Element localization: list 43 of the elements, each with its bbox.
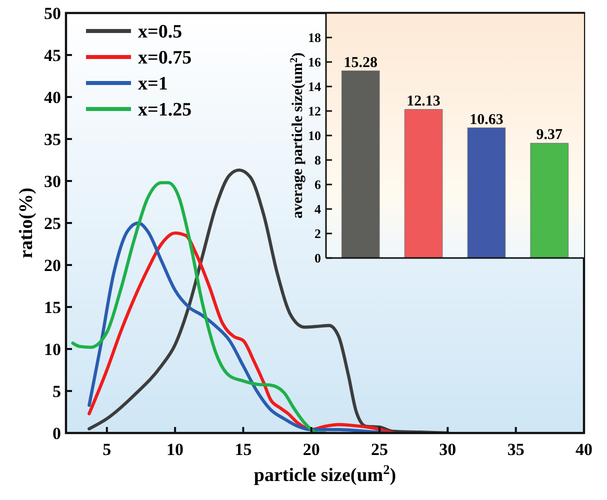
x-tick-label: 5 xyxy=(102,440,112,459)
y-tick-label: 35 xyxy=(44,130,61,149)
x-tick-label: 30 xyxy=(439,440,456,459)
legend-label: x=0.5 xyxy=(138,22,182,43)
x-tick-label: 35 xyxy=(507,440,524,459)
y-tick-label: 15 xyxy=(44,298,61,317)
y-axis-title: ratio(%) xyxy=(16,188,37,258)
y-tick-label: 0 xyxy=(52,424,61,443)
y-tick-label: 50 xyxy=(44,4,61,23)
y-tick-label: 25 xyxy=(44,214,61,233)
legend-label: x=1.25 xyxy=(138,100,192,121)
x-tick-label: 15 xyxy=(234,440,252,459)
y-tick-label: 16 xyxy=(308,54,322,70)
data-label: 10.63 xyxy=(470,112,504,128)
y-tick-label: 40 xyxy=(44,88,61,107)
y-tick-label: 2 xyxy=(314,226,321,242)
bar xyxy=(341,70,380,258)
y-tick-label: 30 xyxy=(44,172,61,191)
y-tick-label: 5 xyxy=(52,382,61,401)
data-label: 12.13 xyxy=(406,93,440,110)
x-axis-title: particle size(um$^{2}$) xyxy=(254,462,396,486)
y-tick-label: 8 xyxy=(314,152,322,168)
y-tick-label: 45 xyxy=(44,46,61,65)
y-tick-label: 6 xyxy=(314,177,322,192)
y-tick-label: 20 xyxy=(44,256,61,275)
y-tick-label: 0 xyxy=(314,250,321,266)
line-series xyxy=(88,168,450,433)
y-tick-label: 10 xyxy=(308,128,321,144)
y-tick-label: 12 xyxy=(308,104,321,119)
bar xyxy=(530,142,569,258)
x-tick-label: 25 xyxy=(371,440,388,459)
x-tick-label: 40 xyxy=(576,440,592,459)
y-tick-label: 14 xyxy=(308,79,322,94)
legend-label: x=1 xyxy=(138,74,168,95)
y-tick-label: 10 xyxy=(44,340,61,359)
bar xyxy=(404,109,443,258)
legend-label: x=0.75 xyxy=(138,48,192,69)
bar xyxy=(467,127,506,258)
y-tick-label: 18 xyxy=(308,30,322,46)
data-label: 15.28 xyxy=(344,54,378,71)
x-tick-label: 10 xyxy=(166,440,184,459)
data-label: 9.37 xyxy=(536,127,564,144)
y-tick-label: 4 xyxy=(314,202,322,217)
